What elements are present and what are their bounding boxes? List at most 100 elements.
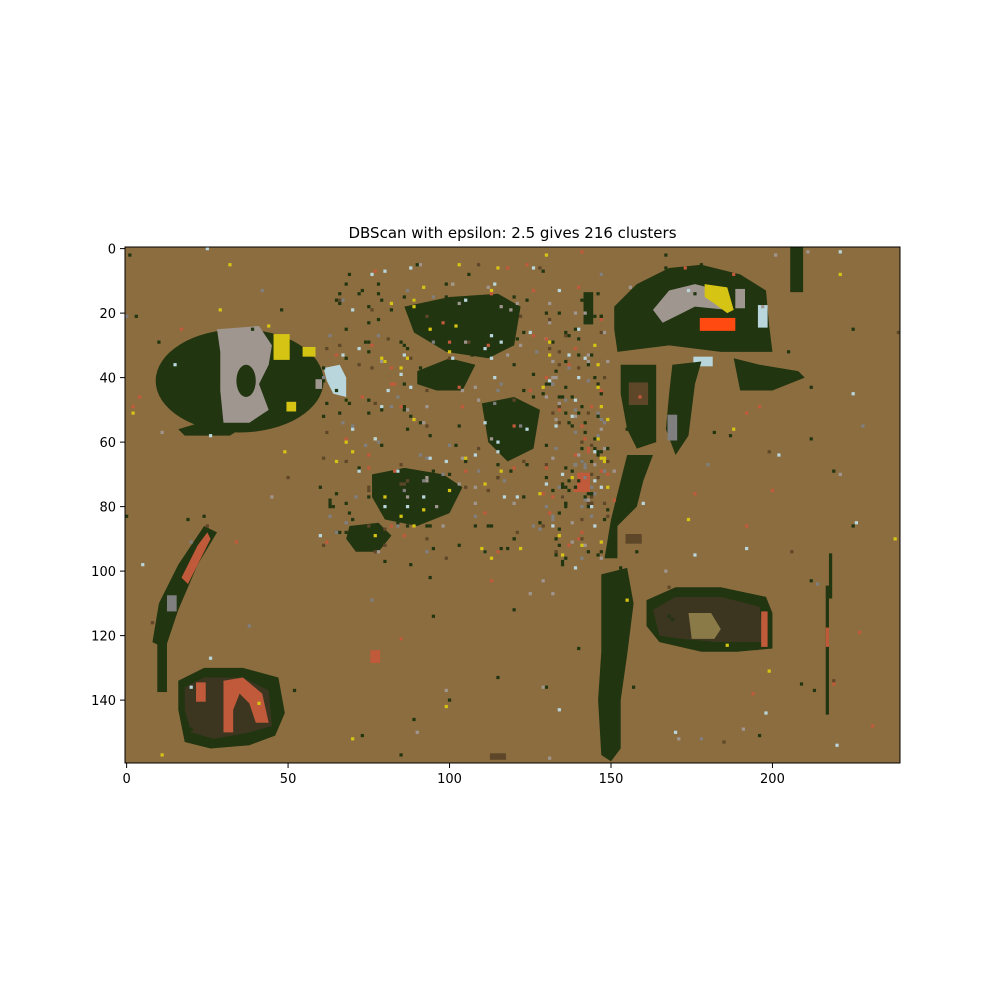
cluster-speckle bbox=[506, 421, 510, 425]
cluster-speckle bbox=[205, 421, 209, 425]
cluster-speckle bbox=[396, 524, 400, 528]
cluster-speckle bbox=[441, 369, 445, 373]
cluster-speckle bbox=[486, 488, 490, 493]
cluster-speckle bbox=[405, 346, 410, 351]
cluster-speckle bbox=[751, 692, 755, 696]
cluster-speckle bbox=[560, 482, 565, 486]
cluster-speckle bbox=[570, 475, 574, 480]
cluster-speckle bbox=[496, 440, 500, 444]
cluster-speckle bbox=[602, 517, 607, 522]
cluster-speckle bbox=[580, 459, 584, 464]
cluster-speckle bbox=[567, 488, 571, 493]
cluster-speckle bbox=[321, 543, 326, 547]
cluster-speckle bbox=[725, 643, 729, 647]
cluster-speckle bbox=[602, 501, 607, 505]
cluster-speckle bbox=[531, 395, 536, 399]
cluster-speckle bbox=[551, 359, 555, 364]
cluster-speckle bbox=[389, 382, 394, 386]
cluster-speckle bbox=[405, 427, 410, 431]
cluster-speckle bbox=[531, 334, 536, 338]
cluster-speckle bbox=[325, 401, 329, 406]
cluster-speckle bbox=[402, 482, 406, 486]
cluster-speckle bbox=[806, 250, 810, 254]
cluster-speckle bbox=[444, 688, 448, 693]
cluster-speckle bbox=[590, 353, 594, 357]
cluster-speckle bbox=[347, 272, 352, 277]
cluster-speckle bbox=[447, 340, 452, 344]
cluster-speckle bbox=[670, 617, 674, 622]
cluster-speckle bbox=[609, 711, 613, 715]
cluster-speckle bbox=[551, 488, 555, 493]
cluster-speckle bbox=[412, 305, 416, 309]
cluster-speckle bbox=[851, 524, 855, 528]
cluster-speckle bbox=[415, 730, 419, 734]
cluster-speckle bbox=[435, 505, 439, 509]
cluster-speckle bbox=[854, 521, 859, 525]
cluster-speckle bbox=[577, 411, 581, 415]
cluster-speckle bbox=[590, 443, 594, 447]
cluster-speckle bbox=[586, 450, 590, 454]
cluster-speckle bbox=[548, 317, 552, 322]
plot-frame bbox=[124, 246, 901, 764]
cluster-speckle bbox=[767, 450, 771, 454]
cluster-speckle bbox=[577, 285, 581, 289]
cluster-speckle bbox=[770, 488, 775, 493]
cluster-speckle bbox=[502, 495, 507, 499]
cluster-speckle bbox=[512, 537, 516, 541]
cluster-speckle bbox=[389, 405, 394, 409]
cluster-speckle bbox=[512, 466, 516, 470]
cluster-speckle bbox=[541, 269, 545, 273]
cluster-speckle bbox=[464, 459, 468, 464]
cluster-speckle bbox=[596, 414, 600, 418]
cluster-speckle bbox=[160, 430, 164, 435]
cluster-speckle bbox=[473, 524, 477, 528]
cluster-speckle bbox=[580, 543, 584, 547]
y-tick-label: 140 bbox=[91, 694, 116, 709]
cluster-speckle bbox=[418, 263, 423, 267]
cluster-region-light-blue bbox=[323, 364, 347, 397]
cluster-speckle bbox=[334, 459, 339, 464]
cluster-speckle bbox=[599, 272, 603, 277]
cluster-speckle bbox=[573, 566, 578, 570]
cluster-speckle bbox=[573, 488, 578, 493]
cluster-speckle bbox=[489, 288, 494, 293]
cluster-speckle bbox=[570, 395, 574, 399]
cluster-speckle bbox=[373, 550, 377, 554]
cluster-speckle bbox=[267, 324, 271, 328]
cluster-region-rust bbox=[181, 532, 211, 585]
cluster-speckle bbox=[557, 511, 561, 515]
cluster-speckle bbox=[205, 524, 209, 528]
cluster-speckle bbox=[476, 398, 481, 402]
cluster-speckle bbox=[580, 505, 584, 509]
cluster-speckle bbox=[745, 524, 749, 528]
cluster-speckle bbox=[538, 266, 542, 270]
cluster-speckle bbox=[551, 524, 555, 528]
cluster-speckle bbox=[577, 327, 581, 331]
cluster-speckle bbox=[457, 543, 461, 547]
cluster-speckle bbox=[470, 353, 474, 357]
cluster-speckle bbox=[334, 353, 339, 357]
cluster-speckle bbox=[425, 388, 429, 393]
cluster-speckle bbox=[363, 443, 368, 447]
cluster-speckle bbox=[457, 263, 461, 267]
cluster-speckle bbox=[380, 298, 384, 302]
cluster-speckle bbox=[557, 311, 561, 315]
cluster-speckle bbox=[328, 505, 332, 509]
cluster-speckle bbox=[531, 524, 536, 528]
cluster-speckle bbox=[599, 540, 603, 544]
cluster-speckle bbox=[457, 482, 461, 486]
cluster-speckle bbox=[483, 346, 487, 351]
cluster-speckle bbox=[570, 540, 574, 544]
cluster-speckle bbox=[425, 405, 429, 409]
cluster-speckle bbox=[128, 253, 132, 257]
cluster-speckle bbox=[686, 288, 691, 293]
cluster-speckle bbox=[412, 717, 416, 722]
cluster-speckle bbox=[431, 614, 435, 618]
cluster-speckle bbox=[489, 334, 494, 338]
cluster-speckle bbox=[593, 479, 597, 483]
cluster-speckle bbox=[496, 450, 500, 454]
cluster-speckle bbox=[383, 543, 387, 547]
cluster-speckle bbox=[218, 308, 222, 312]
y-tick-label: 80 bbox=[99, 501, 116, 516]
cluster-speckle bbox=[548, 353, 552, 357]
